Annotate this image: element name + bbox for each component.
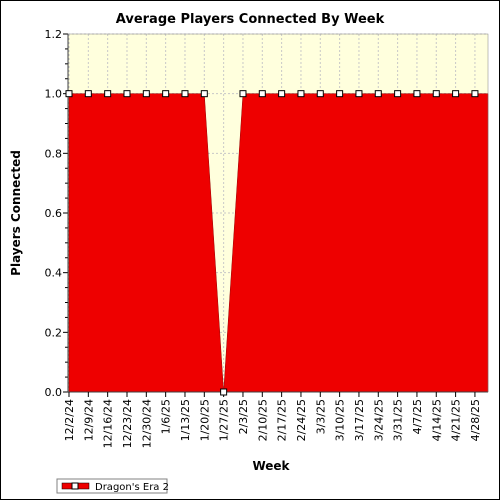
x-tick-label: 4/28/25: [469, 399, 482, 441]
data-point: [104, 90, 112, 98]
x-tick-label: 4/14/25: [430, 399, 443, 441]
x-tick-label: 3/17/25: [353, 399, 366, 441]
y-tick-label: 0.2: [45, 326, 63, 339]
y-tick-label: 1.2: [45, 28, 63, 41]
legend-box: [56, 478, 168, 494]
x-tick-label: 4/7/25: [411, 399, 424, 434]
data-point: [297, 90, 305, 98]
data-point: [374, 90, 382, 98]
data-point: [278, 90, 286, 98]
x-tick-label: 4/21/25: [450, 399, 463, 441]
data-point: [181, 90, 189, 98]
data-point: [432, 90, 440, 98]
data-point: [65, 90, 73, 98]
data-point: [162, 90, 170, 98]
x-tick-label: 3/3/25: [314, 399, 327, 434]
legend: Dragon's Era 2: [56, 478, 169, 494]
data-point: [413, 90, 421, 98]
y-tick-label: 0.4: [45, 267, 63, 280]
x-tick-label: 12/9/24: [82, 399, 95, 441]
data-point: [336, 90, 344, 98]
data-point: [220, 388, 228, 396]
x-axis-title: Week: [252, 459, 290, 473]
x-tick-label: 12/23/24: [121, 399, 134, 448]
data-point: [355, 90, 363, 98]
data-point: [142, 90, 150, 98]
x-tick-label: 2/24/25: [295, 399, 308, 441]
data-point: [123, 90, 131, 98]
data-point: [316, 90, 324, 98]
x-tick-label: 2/10/25: [256, 399, 269, 441]
axes: [63, 33, 489, 397]
x-tick-label: 12/2/24: [63, 399, 76, 441]
area-series: [68, 93, 489, 393]
data-point: [394, 90, 402, 98]
x-tick-label: 2/3/25: [237, 399, 250, 434]
x-tick-labels: 12/2/24 12/9/24 12/16/24 12/23/24 12/30/24 1/…: [63, 399, 482, 448]
legend-label: Dragon's Era 2: [95, 482, 169, 493]
x-tick-label: 12/30/24: [140, 399, 153, 448]
x-tick-label: 12/16/24: [102, 399, 115, 448]
x-tick-label: 1/6/25: [160, 399, 173, 434]
y-tick-labels: 0.0 0.2 0.4 0.6 0.8 1.0 1.2: [45, 28, 63, 399]
data-point: [200, 90, 208, 98]
x-tick-label: 3/24/25: [372, 399, 385, 441]
y-axis-title: Players Connected: [9, 150, 23, 276]
data-markers: [65, 90, 479, 396]
y-tick-label: 0.8: [45, 147, 63, 160]
x-tick-label: 1/13/25: [179, 399, 192, 441]
legend-marker: [71, 482, 79, 490]
data-point: [84, 90, 92, 98]
y-tick-label: 0.6: [45, 207, 63, 220]
x-tick-label: 3/10/25: [334, 399, 347, 441]
x-tick-label: 3/31/25: [392, 399, 405, 441]
y-tick-label: 1.0: [45, 88, 63, 101]
series-area-dragons-era-2: [68, 93, 489, 393]
data-point: [258, 90, 266, 98]
x-tick-label: 1/20/25: [198, 399, 211, 441]
y-tick-label: 0.0: [45, 386, 63, 399]
plot-border: [67, 33, 489, 393]
data-point: [471, 90, 479, 98]
x-tick-label: 2/17/25: [276, 399, 289, 441]
chart-title: Average Players Connected By Week: [116, 12, 385, 27]
data-point: [239, 90, 247, 98]
data-point: [452, 90, 460, 98]
x-tick-label: 1/27/25: [218, 399, 231, 441]
